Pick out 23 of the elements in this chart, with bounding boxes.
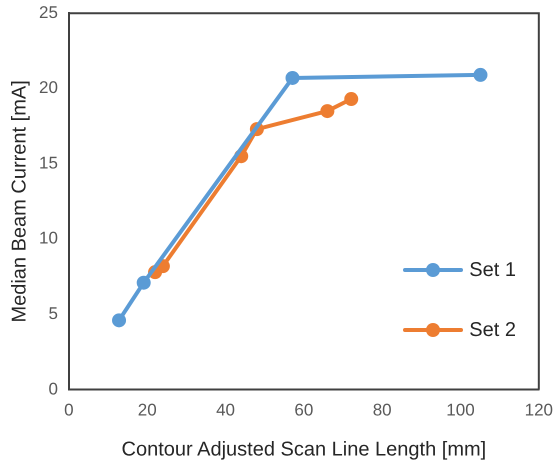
point	[320, 104, 334, 118]
point	[136, 276, 151, 290]
legend-label: Set 2	[469, 318, 516, 342]
y-tick-label: 5	[48, 304, 58, 324]
x-tick-label: 60	[294, 400, 314, 420]
x-axis-title: Contour Adjusted Scan Line Length [mm]	[122, 438, 486, 461]
y-tick-label: 20	[38, 78, 58, 98]
x-tick-label: 120	[524, 400, 554, 420]
y-tick-label: 25	[38, 2, 58, 22]
y-tick-label: 10	[38, 228, 58, 248]
point	[344, 92, 358, 106]
x-tick-label: 100	[446, 400, 475, 420]
x-tick-label: 20	[138, 400, 157, 420]
point	[286, 70, 300, 85]
y-tick-label: 0	[48, 379, 58, 398]
x-tick-label: 80	[372, 400, 392, 420]
legend-label: Set 1	[469, 258, 516, 282]
x-tick-label: 0	[64, 400, 74, 420]
x-tick-label: 40	[216, 400, 236, 420]
y-tick-label: 15	[38, 153, 58, 172]
point	[112, 313, 126, 328]
y-axis-title: Median Beam Current [mA]	[8, 80, 31, 323]
point	[473, 68, 488, 82]
